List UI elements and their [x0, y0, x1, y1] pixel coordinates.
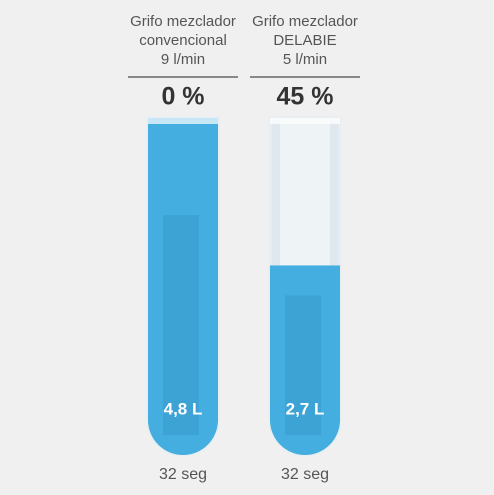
- time-label: 32 seg: [281, 466, 329, 483]
- water-shade: [285, 295, 321, 435]
- tube-title: Grifo mezclador: [130, 13, 236, 30]
- time-label: 32 seg: [159, 466, 207, 483]
- saving-percent: 0 %: [161, 83, 204, 111]
- water-shade: [163, 215, 199, 435]
- tube-title: 5 l/min: [283, 51, 327, 68]
- tube-title: DELABIE: [273, 32, 336, 49]
- tube-title: convencional: [139, 32, 227, 49]
- volume-label: 2,7 L: [286, 399, 325, 418]
- tube-rim: [270, 118, 340, 124]
- tube-title: Grifo mezclador: [252, 13, 358, 30]
- tube-title: 9 l/min: [161, 51, 205, 68]
- volume-label: 4,8 L: [164, 399, 203, 418]
- tube-rim: [148, 118, 218, 124]
- saving-percent: 45 %: [277, 83, 334, 111]
